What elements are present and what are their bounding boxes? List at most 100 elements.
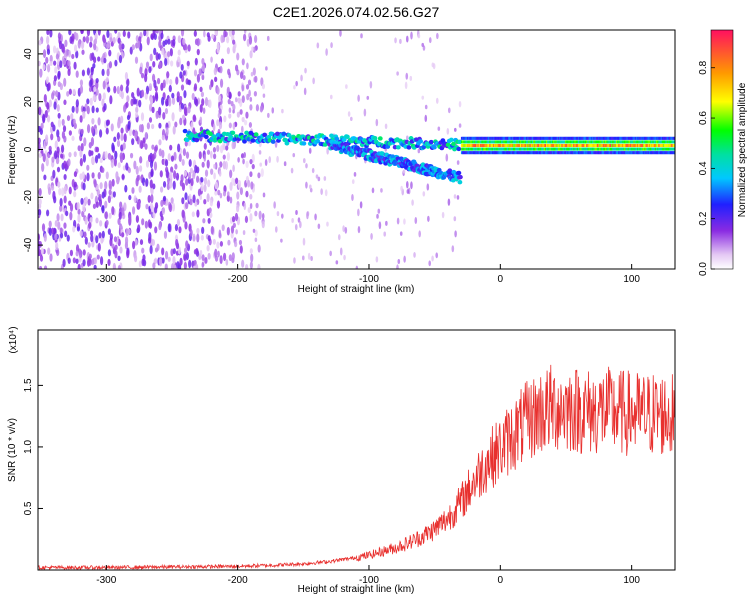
heatmap-cell: [212, 123, 216, 132]
heatmap-cell: [196, 37, 200, 47]
heatmap-cell: [485, 140, 488, 144]
heatmap-cell: [640, 151, 643, 155]
heatmap-cell: [111, 206, 115, 216]
heatmap-cell: [618, 136, 621, 140]
heatmap-cell: [124, 236, 129, 246]
heatmap-cell: [109, 37, 113, 43]
heatmap-cell: [551, 136, 554, 140]
heatmap-cell: [556, 144, 559, 148]
heatmap-cell: [544, 147, 547, 151]
heatmap-cell: [214, 30, 218, 36]
heatmap-cell: [576, 144, 579, 148]
heatmap-cell: [498, 136, 501, 140]
heatmap-cell: [234, 212, 239, 222]
heatmap-cell: [118, 55, 123, 64]
heatmap-cell: [471, 151, 474, 155]
heatmap-cell: [59, 205, 63, 212]
heatmap-cell: [350, 116, 353, 121]
heatmap-cell: [55, 157, 60, 165]
heatmap-cell: [668, 140, 671, 144]
snr-y-axis-label: SNR (10 * v/v): [7, 418, 18, 482]
heatmap-cell: [69, 36, 73, 44]
heatmap-cell: [168, 84, 172, 93]
heatmap-cell: [172, 38, 176, 47]
heatmap-cell: [207, 235, 211, 242]
heatmap-cell: [232, 164, 235, 173]
heatmap-cell: [210, 150, 213, 159]
heatmap-cell: [619, 151, 622, 155]
heatmap-cell: [261, 213, 265, 220]
heatmap-cell: [80, 128, 84, 135]
heatmap-cell: [527, 136, 530, 140]
heatmap-cell: [622, 144, 625, 148]
heatmap-cell: [126, 95, 130, 103]
heatmap-cell: [572, 136, 575, 140]
heatmap-cell: [629, 144, 632, 148]
heatmap-cell: [593, 147, 596, 151]
heatmap-cell: [315, 138, 321, 144]
heatmap-cell: [473, 140, 476, 144]
heatmap-cell: [632, 151, 635, 155]
heatmap-cell: [203, 177, 208, 186]
heatmap-cell: [123, 133, 127, 143]
heatmap-cell: [248, 35, 253, 45]
heatmap-cell: [601, 136, 604, 140]
heatmap-cell: [465, 151, 468, 155]
heatmap-cell: [69, 249, 74, 257]
heatmap-cell: [242, 139, 247, 144]
heatmap-cell: [589, 136, 592, 140]
heatmap-cell: [520, 140, 523, 144]
heatmap-cell: [640, 140, 643, 144]
heatmap-cell: [302, 255, 305, 261]
heatmap-cell: [145, 203, 149, 210]
heatmap-cell: [180, 30, 185, 37]
heatmap-cell: [620, 136, 623, 140]
heatmap-cell: [650, 136, 653, 140]
heatmap-cell: [177, 143, 181, 153]
heatmap-cell: [351, 179, 355, 184]
heatmap-cell: [563, 140, 566, 144]
heatmap-cell: [625, 147, 628, 151]
heatmap-cell: [295, 80, 298, 87]
heatmap-cell: [570, 140, 573, 144]
heatmap-cell: [169, 79, 173, 86]
heatmap-cell: [573, 140, 576, 144]
heatmap-cell: [59, 60, 63, 69]
heatmap-cell: [46, 63, 51, 73]
heatmap-cell: [39, 128, 43, 135]
heatmap-cell: [80, 197, 84, 205]
heatmap-cell: [243, 30, 247, 34]
heatmap-cell: [517, 144, 520, 148]
heatmap-cell: [561, 140, 564, 144]
heatmap-cell: [634, 136, 637, 140]
heatmap-cell: [646, 151, 649, 155]
heatmap-cell: [111, 178, 115, 187]
heatmap-cell: [641, 140, 644, 144]
heatmap-cell: [161, 134, 165, 141]
heatmap-cell: [517, 151, 520, 155]
heatmap-cell: [119, 246, 123, 254]
heatmap-cell: [531, 147, 534, 151]
heatmap-cell: [637, 147, 640, 151]
heatmap-cell: [508, 151, 511, 155]
heatmap-cell: [471, 144, 474, 148]
heatmap-cell: [206, 159, 210, 169]
heatmap-cell: [672, 151, 675, 155]
heatmap-cell: [536, 136, 539, 140]
heatmap-cell: [82, 249, 86, 256]
heatmap-cell: [204, 169, 209, 177]
heatmap-cell: [45, 56, 49, 64]
heatmap-cell: [535, 151, 538, 155]
heatmap-cell: [633, 140, 636, 144]
heatmap-cell: [152, 183, 156, 190]
heatmap-cell: [372, 136, 378, 141]
heatmap-cell: [585, 147, 588, 151]
heatmap-cell: [164, 263, 168, 269]
heatmap-cell: [547, 136, 550, 140]
heatmap-cell: [577, 147, 580, 151]
heatmap-cell: [528, 136, 531, 140]
heatmap-cell: [577, 144, 580, 148]
heatmap-cell: [77, 263, 81, 269]
heatmap-cell: [99, 182, 103, 190]
heatmap-cell: [403, 218, 406, 225]
